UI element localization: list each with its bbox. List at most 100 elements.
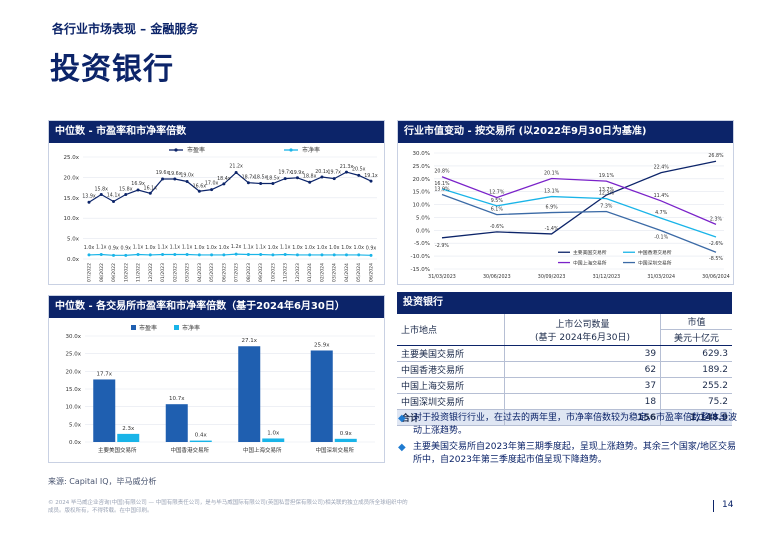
x-tick-label: 08/2022 [99, 263, 105, 282]
x-tick-label: 30/06/2024 [702, 274, 730, 280]
data-label: 16.1x [144, 185, 158, 191]
data-point [112, 199, 116, 203]
x-tick-label: 03/2024 [332, 263, 338, 282]
data-point [87, 200, 91, 204]
data-point [332, 253, 336, 257]
data-point [344, 253, 348, 257]
count-header-line2: (基于 2024年6月30日) [535, 332, 630, 343]
legend-label: 市盈率 [139, 324, 157, 332]
data-label: 13.1% [544, 189, 560, 195]
bar [238, 346, 261, 442]
bar [310, 350, 333, 442]
data-label: 18.5x [254, 175, 268, 181]
data-label: 14.1x [107, 192, 121, 198]
diamond-icon: ◆ [398, 442, 406, 453]
bullet-text: 主要美国交易所自2023年第三期季度起，呈现上涨趋势。其余三个国家/地区交易所中… [413, 442, 736, 465]
data-label: -0.6% [490, 224, 504, 230]
data-label: 1.0x [329, 245, 340, 251]
data-label: 12.7% [489, 190, 505, 196]
data-point [259, 253, 263, 257]
data-label: 1.0x [194, 245, 205, 251]
y-tick-label: 15.0x [63, 196, 79, 202]
y-tick-label: 20.0x [63, 175, 79, 181]
data-point [148, 253, 152, 257]
row-location: 中国深圳交易所 [397, 393, 505, 410]
data-label: 18.7x [242, 175, 256, 181]
data-point [283, 177, 287, 181]
row-location: 中国上海交易所 [397, 377, 505, 394]
y-tick-label: 5.0% [416, 215, 430, 221]
y-tick-label: 20.0x [65, 369, 81, 375]
data-point [197, 253, 201, 257]
exchange-bar-chart: 0.0x 5.0x 10.0x 15.0x 20.0x 25.0x 30.0x 市盈率 市净率 1… [65, 324, 375, 454]
series-line [88, 171, 372, 203]
y-tick-label: 0.0x [69, 440, 82, 446]
data-point [259, 182, 263, 186]
supertitle: 各行业市场表现 – 金融服务 [52, 22, 199, 36]
x-tick-label: 中国上海交易所 [243, 446, 282, 454]
data-label: 13.9x [82, 193, 96, 199]
data-label: 4.7% [655, 210, 668, 216]
y-tick-label: -5.0% [414, 241, 430, 247]
data-label: 0.4x [195, 433, 208, 439]
legend-marker [174, 148, 178, 152]
data-label: 1.2x [231, 244, 242, 250]
data-label: 0.9x [366, 245, 377, 251]
data-label: -8.5% [709, 256, 723, 262]
legend-marker [289, 148, 293, 152]
x-tick-label: 07/2022 [87, 263, 93, 282]
data-point [222, 253, 226, 257]
data-label: 25.9x [314, 342, 330, 348]
data-label: -2.6% [709, 241, 723, 247]
data-label: 19.0x [180, 172, 194, 178]
y-tick-label: 5.0x [69, 422, 82, 428]
x-tick-label: 01/2023 [160, 263, 166, 282]
series-line [441, 188, 717, 238]
x-tick-label: 31/12/2023 [593, 274, 621, 280]
data-point [344, 170, 348, 174]
data-label: 1.0x [219, 245, 230, 251]
value-header-line2: 美元十亿元 [674, 334, 720, 344]
data-label: 1.1x [96, 245, 107, 251]
data-label: 1.1x [255, 245, 266, 251]
table-row: 主要美国交易所 39 629.3 [397, 345, 732, 362]
pe-pb-median-panel: 中位数 - 市盈率和市净率倍数 0.0x 5.0x 10.0x 15.0x 20.0x 2… [48, 120, 385, 285]
data-point [161, 253, 165, 257]
data-point [99, 253, 103, 257]
data-point [173, 177, 177, 181]
y-tick-label: 15.0% [413, 190, 430, 196]
row-value: 629.3 [660, 345, 732, 362]
y-tick-label: 15.0x [65, 387, 81, 393]
table-row: 中国深圳交易所 18 75.2 [397, 393, 732, 410]
data-point [210, 188, 214, 192]
y-tick-label: 5.0x [67, 237, 80, 243]
data-point [136, 188, 140, 192]
data-point [369, 179, 373, 183]
total-label: 合计 [397, 409, 505, 426]
panel-title: 中位数 - 市盈率和市净率倍数 [49, 121, 384, 143]
data-label: 18.4x [217, 176, 231, 182]
data-point [357, 253, 361, 257]
row-count: 18 [503, 393, 661, 410]
data-label: 1.0x [267, 430, 280, 436]
row-count: 62 [503, 361, 661, 378]
data-label: -1.4% [545, 226, 559, 232]
data-label: 21.3x [340, 164, 354, 170]
bullet-2: ◆ 主要美国交易所自2023年第三期季度起，呈现上涨趋势。其余三个国家/地区交易所… [397, 441, 737, 467]
data-point [308, 180, 312, 184]
bar [117, 433, 140, 442]
x-tick-label: 04/2024 [344, 263, 350, 282]
data-label: 16.9x [131, 181, 145, 187]
bullet-1: ◆ 对于投资银行行业，在过去的两年里，市净率倍数较为稳定，市盈率倍数整体呈波动上涨… [397, 412, 737, 438]
table-total-row: 合计 156 1,148.9 [397, 409, 732, 426]
data-label: 19.7x [278, 170, 292, 176]
data-point [161, 177, 165, 181]
data-label: 13.7% [599, 187, 615, 193]
value-header-line1: 市值 [661, 314, 732, 330]
data-point [87, 253, 91, 257]
x-tick-label: 03/2023 [185, 263, 191, 282]
series-line [441, 193, 717, 253]
y-tick-label: -15.0% [411, 267, 430, 273]
data-point [136, 253, 140, 257]
row-count: 37 [503, 377, 661, 394]
